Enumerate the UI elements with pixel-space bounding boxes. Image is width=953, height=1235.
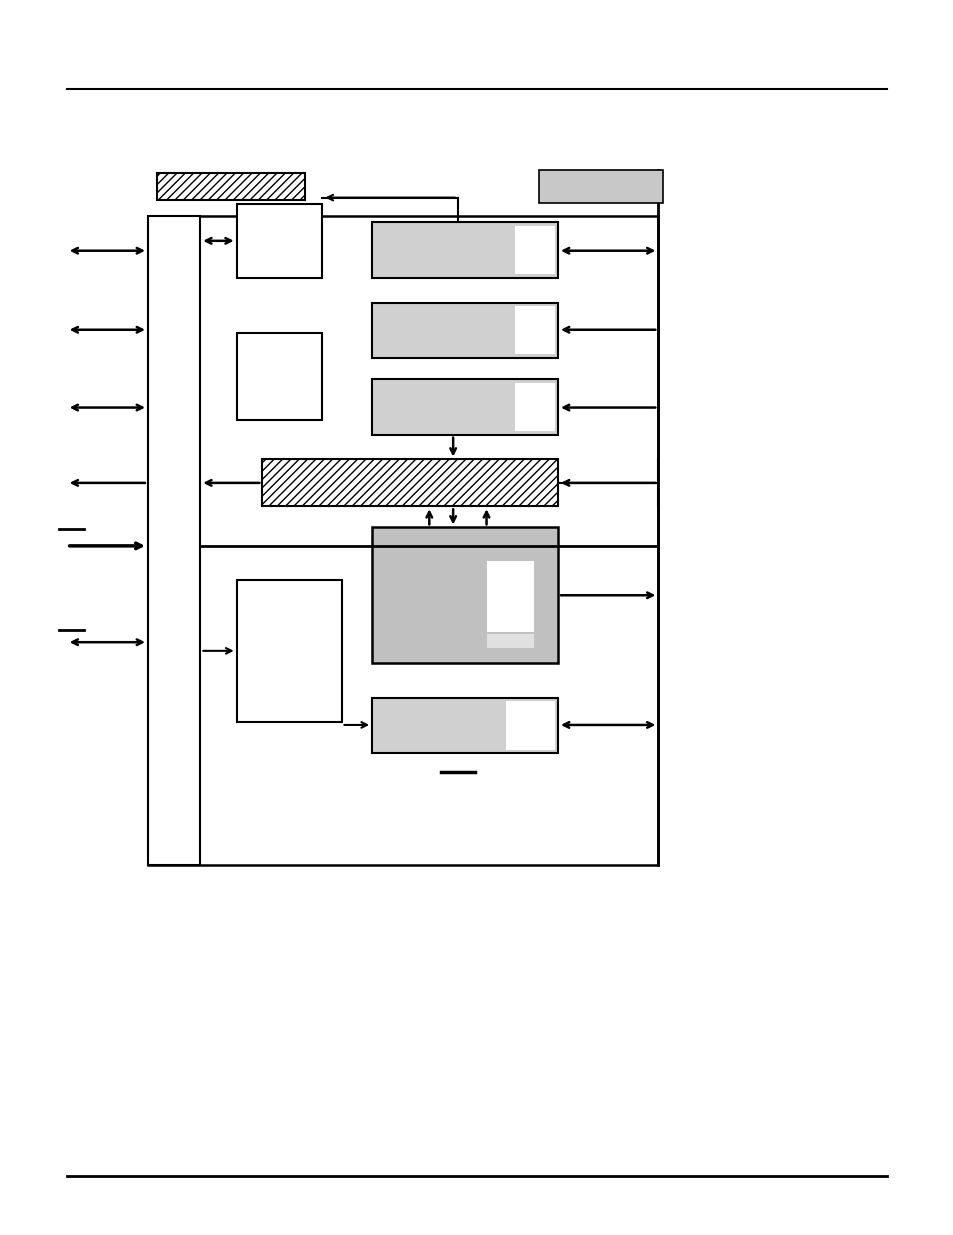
Bar: [148, 216, 658, 864]
Bar: [262, 459, 558, 506]
Bar: [157, 173, 305, 200]
Bar: [515, 383, 555, 431]
Bar: [505, 701, 555, 750]
Bar: [538, 170, 662, 203]
Bar: [148, 216, 200, 864]
Bar: [372, 379, 558, 435]
Bar: [236, 333, 322, 420]
Bar: [372, 303, 558, 358]
Bar: [486, 561, 534, 632]
Bar: [372, 698, 558, 753]
Bar: [372, 222, 558, 278]
Bar: [515, 226, 555, 274]
Bar: [372, 527, 558, 663]
Bar: [515, 306, 555, 354]
Bar: [236, 204, 322, 278]
Bar: [236, 580, 341, 722]
Bar: [486, 634, 534, 648]
